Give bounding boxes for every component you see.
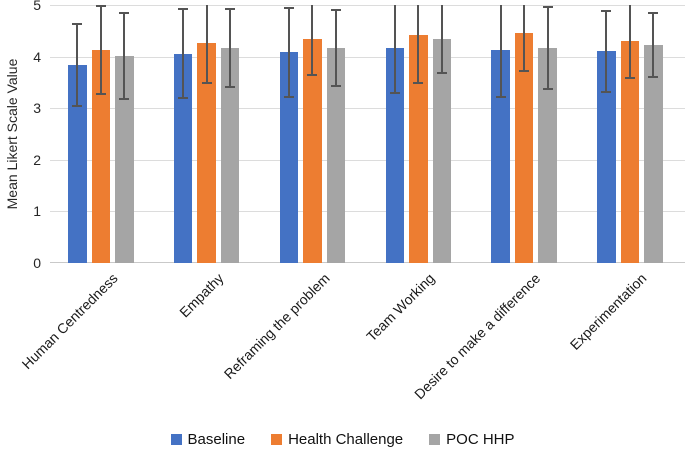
error-bar-cap	[542, 6, 553, 9]
bar-health-challenge	[409, 34, 428, 263]
legend-label: Baseline	[187, 431, 246, 448]
bar-poc-hhp	[326, 47, 346, 263]
bar-poc-hhp	[115, 56, 134, 263]
error-bar-cap	[72, 105, 83, 108]
y-tick-label: 1	[33, 203, 41, 219]
y-tick-label: 3	[33, 100, 41, 116]
error-bar	[605, 11, 608, 92]
error-bar-cap	[72, 22, 83, 25]
legend: Baseline Health Challenge POC HHP	[0, 431, 685, 448]
x-axis-labels: Human Centredness Empathy Reframing the …	[18, 270, 650, 403]
y-tick-label: 4	[33, 49, 41, 65]
error-bar	[229, 9, 232, 87]
error-bar-cap	[624, 77, 635, 80]
error-bar	[523, 5, 526, 71]
gridline	[50, 5, 685, 6]
error-bar-cap	[519, 69, 530, 72]
error-bar	[205, 5, 208, 84]
plot-area	[50, 5, 685, 263]
error-bar-cap	[648, 12, 659, 15]
legend-item-poc-hhp: POC HHP	[429, 431, 514, 448]
x-axis-line	[50, 262, 685, 263]
error-bar-cap	[601, 10, 612, 13]
error-bar	[652, 13, 655, 78]
bar-baseline	[597, 51, 616, 263]
bar-baseline	[173, 53, 193, 263]
gridline	[50, 159, 685, 161]
error-bar-cap	[330, 8, 341, 11]
bar-baseline	[491, 49, 510, 263]
error-bar	[546, 7, 549, 89]
error-bar-cap	[648, 76, 659, 79]
bar-health-challenge	[197, 42, 216, 263]
bar-baseline	[68, 64, 87, 263]
gridline	[50, 108, 685, 110]
error-bar-cap	[225, 8, 236, 11]
y-tick-label: 5	[33, 0, 41, 13]
error-bar-cap	[283, 7, 294, 10]
legend-swatch-poc-hhp	[429, 434, 441, 445]
error-bar	[123, 12, 126, 100]
bar-health-challenge	[303, 39, 322, 263]
error-bar	[99, 6, 102, 94]
error-bar-cap	[95, 5, 106, 8]
error-bar	[628, 5, 631, 79]
error-bar	[393, 5, 396, 93]
error-bar-cap	[119, 98, 130, 101]
bar-health-challenge	[514, 33, 534, 263]
error-bar	[182, 8, 185, 99]
error-bar-cap	[413, 82, 424, 85]
y-axis-tick-labels: 5 4 3 2 1 0	[0, 0, 43, 271]
error-bar-cap	[495, 95, 506, 98]
error-bar-cap	[95, 92, 106, 95]
legend-swatch-health-challenge	[271, 434, 283, 445]
bars-layer	[50, 5, 685, 263]
gridline	[50, 211, 685, 213]
error-bar-cap	[201, 82, 212, 85]
error-bar	[76, 23, 79, 107]
error-bar-cap	[542, 87, 553, 90]
bar-poc-hhp	[220, 47, 240, 263]
error-bar-cap	[601, 90, 612, 93]
error-bar	[499, 5, 502, 97]
gridline	[50, 56, 685, 58]
legend-label: POC HHP	[446, 431, 515, 448]
error-bar-cap	[436, 71, 447, 74]
error-bar-cap	[330, 85, 341, 87]
y-tick-label: 0	[33, 255, 41, 271]
y-tick-label: 2	[33, 152, 41, 168]
bar-health-challenge	[620, 41, 640, 263]
error-bar	[334, 9, 337, 86]
bar-baseline	[279, 52, 299, 263]
bar-poc-hhp	[644, 45, 663, 263]
error-bar-cap	[283, 95, 294, 98]
bar-poc-hhp	[432, 38, 451, 263]
error-bar	[311, 5, 314, 76]
legend-item-health-challenge: Health Challenge	[271, 431, 403, 448]
error-bar-cap	[119, 11, 130, 14]
error-bar	[287, 8, 290, 97]
error-bar	[440, 5, 443, 73]
error-bar	[417, 5, 420, 84]
legend-label: Health Challenge	[288, 431, 404, 448]
bar-health-challenge	[91, 49, 110, 263]
bar-baseline	[385, 47, 404, 263]
error-bar-cap	[389, 91, 400, 94]
legend-swatch-baseline	[170, 434, 182, 445]
bar-poc-hhp	[538, 47, 557, 263]
error-bar-cap	[178, 97, 189, 100]
error-bar-cap	[307, 74, 318, 77]
error-bar-cap	[225, 85, 236, 88]
legend-item-baseline: Baseline	[170, 431, 246, 448]
error-bar-cap	[178, 7, 189, 10]
